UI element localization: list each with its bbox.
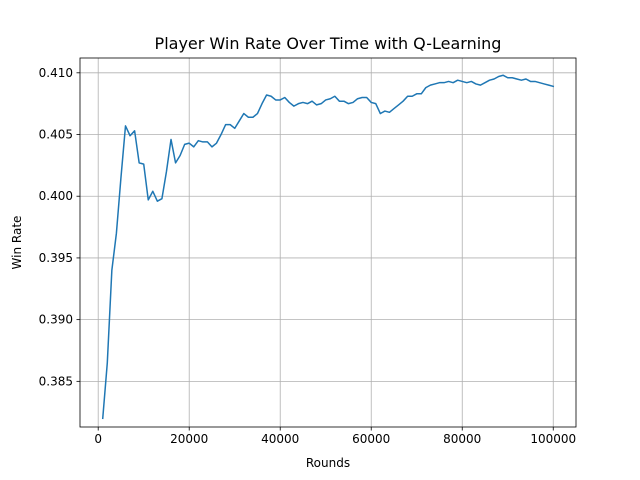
x-axis-label: Rounds bbox=[306, 456, 350, 470]
win-rate-series-line bbox=[101, 74, 555, 420]
y-axis-label: Win Rate bbox=[10, 216, 24, 270]
chart-title: Player Win Rate Over Time with Q-Learnin… bbox=[155, 34, 502, 53]
y-tick-label: 0.410 bbox=[39, 66, 73, 80]
x-tick-label: 80000 bbox=[443, 432, 481, 446]
series-layer bbox=[101, 74, 555, 420]
y-axis-ticks: 0.385 0.390 0.395 0.400 0.405 0.410 bbox=[39, 66, 80, 388]
x-tick-label: 0 bbox=[94, 432, 102, 446]
plot-frame bbox=[79, 57, 577, 428]
y-tick-label: 0.385 bbox=[39, 374, 73, 388]
y-tick-label: 0.390 bbox=[39, 313, 73, 327]
x-axis-ticks: 0 20000 40000 60000 80000 100000 bbox=[94, 427, 576, 446]
y-tick-label: 0.400 bbox=[39, 189, 73, 203]
x-tick-label: 40000 bbox=[261, 432, 299, 446]
y-tick-label: 0.395 bbox=[39, 251, 73, 265]
x-tick-label: 60000 bbox=[352, 432, 390, 446]
x-tick-label: 100000 bbox=[530, 432, 576, 446]
y-tick-label: 0.405 bbox=[39, 128, 73, 142]
grid-lines bbox=[80, 58, 576, 427]
x-tick-label: 20000 bbox=[170, 432, 208, 446]
